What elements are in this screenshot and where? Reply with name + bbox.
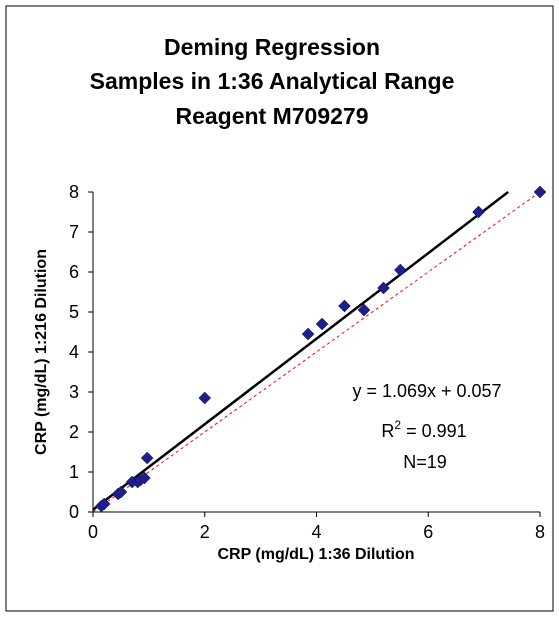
data-point bbox=[140, 451, 154, 465]
data-point bbox=[138, 471, 151, 485]
x-tick-label: 0 bbox=[88, 522, 98, 542]
y-tick-label: 0 bbox=[69, 502, 79, 522]
y-axis-label: CRP (mg/dL) 1:216 Dilution bbox=[33, 249, 50, 455]
data-point bbox=[114, 485, 128, 499]
data-point bbox=[301, 327, 315, 341]
x-ticks: 0 2 4 6 8 bbox=[88, 512, 545, 542]
chart-title-line-3: Reagent M709279 bbox=[175, 103, 368, 129]
points-layer bbox=[95, 185, 547, 513]
y-tick-label: 1 bbox=[69, 462, 79, 482]
data-point bbox=[533, 185, 547, 199]
y-tick-label: 7 bbox=[69, 222, 79, 242]
data-point bbox=[97, 497, 111, 511]
chart-title-line-2: Samples in 1:36 Analytical Range bbox=[90, 68, 455, 94]
data-point bbox=[315, 317, 329, 331]
x-tick-label: 6 bbox=[423, 522, 433, 542]
chart-title-line-1: Deming Regression bbox=[164, 34, 380, 60]
data-point bbox=[393, 263, 407, 277]
regression-equation: y = 1.069x + 0.057 bbox=[352, 381, 501, 401]
sample-count: N=19 bbox=[403, 452, 447, 472]
y-tick-label: 8 bbox=[69, 182, 79, 202]
y-tick-label: 6 bbox=[69, 262, 79, 282]
x-axis-label: CRP (mg/dL) 1:36 Dilution bbox=[217, 546, 414, 563]
x-tick-label: 2 bbox=[200, 522, 210, 542]
y-tick-label: 3 bbox=[69, 382, 79, 402]
data-point bbox=[198, 391, 212, 405]
y-tick-label: 2 bbox=[69, 422, 79, 442]
identity-line bbox=[92, 191, 541, 513]
y-tick-label: 5 bbox=[69, 302, 79, 322]
chart-frame bbox=[5, 5, 554, 612]
data-point bbox=[377, 281, 390, 295]
x-tick-label: 4 bbox=[311, 522, 321, 542]
data-point bbox=[472, 205, 485, 219]
y-tick-label: 4 bbox=[69, 342, 79, 362]
r-squared: R2 = 0.991 bbox=[381, 418, 466, 441]
y-ticks: 0 1 2 3 4 5 6 7 8 bbox=[69, 182, 93, 522]
r-squared-value: = 0.991 bbox=[401, 421, 467, 441]
lines-layer bbox=[92, 191, 541, 513]
data-point bbox=[338, 299, 351, 313]
data-point bbox=[357, 303, 371, 317]
x-tick-label: 8 bbox=[535, 522, 545, 542]
regression-line bbox=[92, 191, 509, 511]
r-squared-prefix: R bbox=[381, 421, 394, 441]
r-squared-superscript: 2 bbox=[394, 418, 401, 432]
